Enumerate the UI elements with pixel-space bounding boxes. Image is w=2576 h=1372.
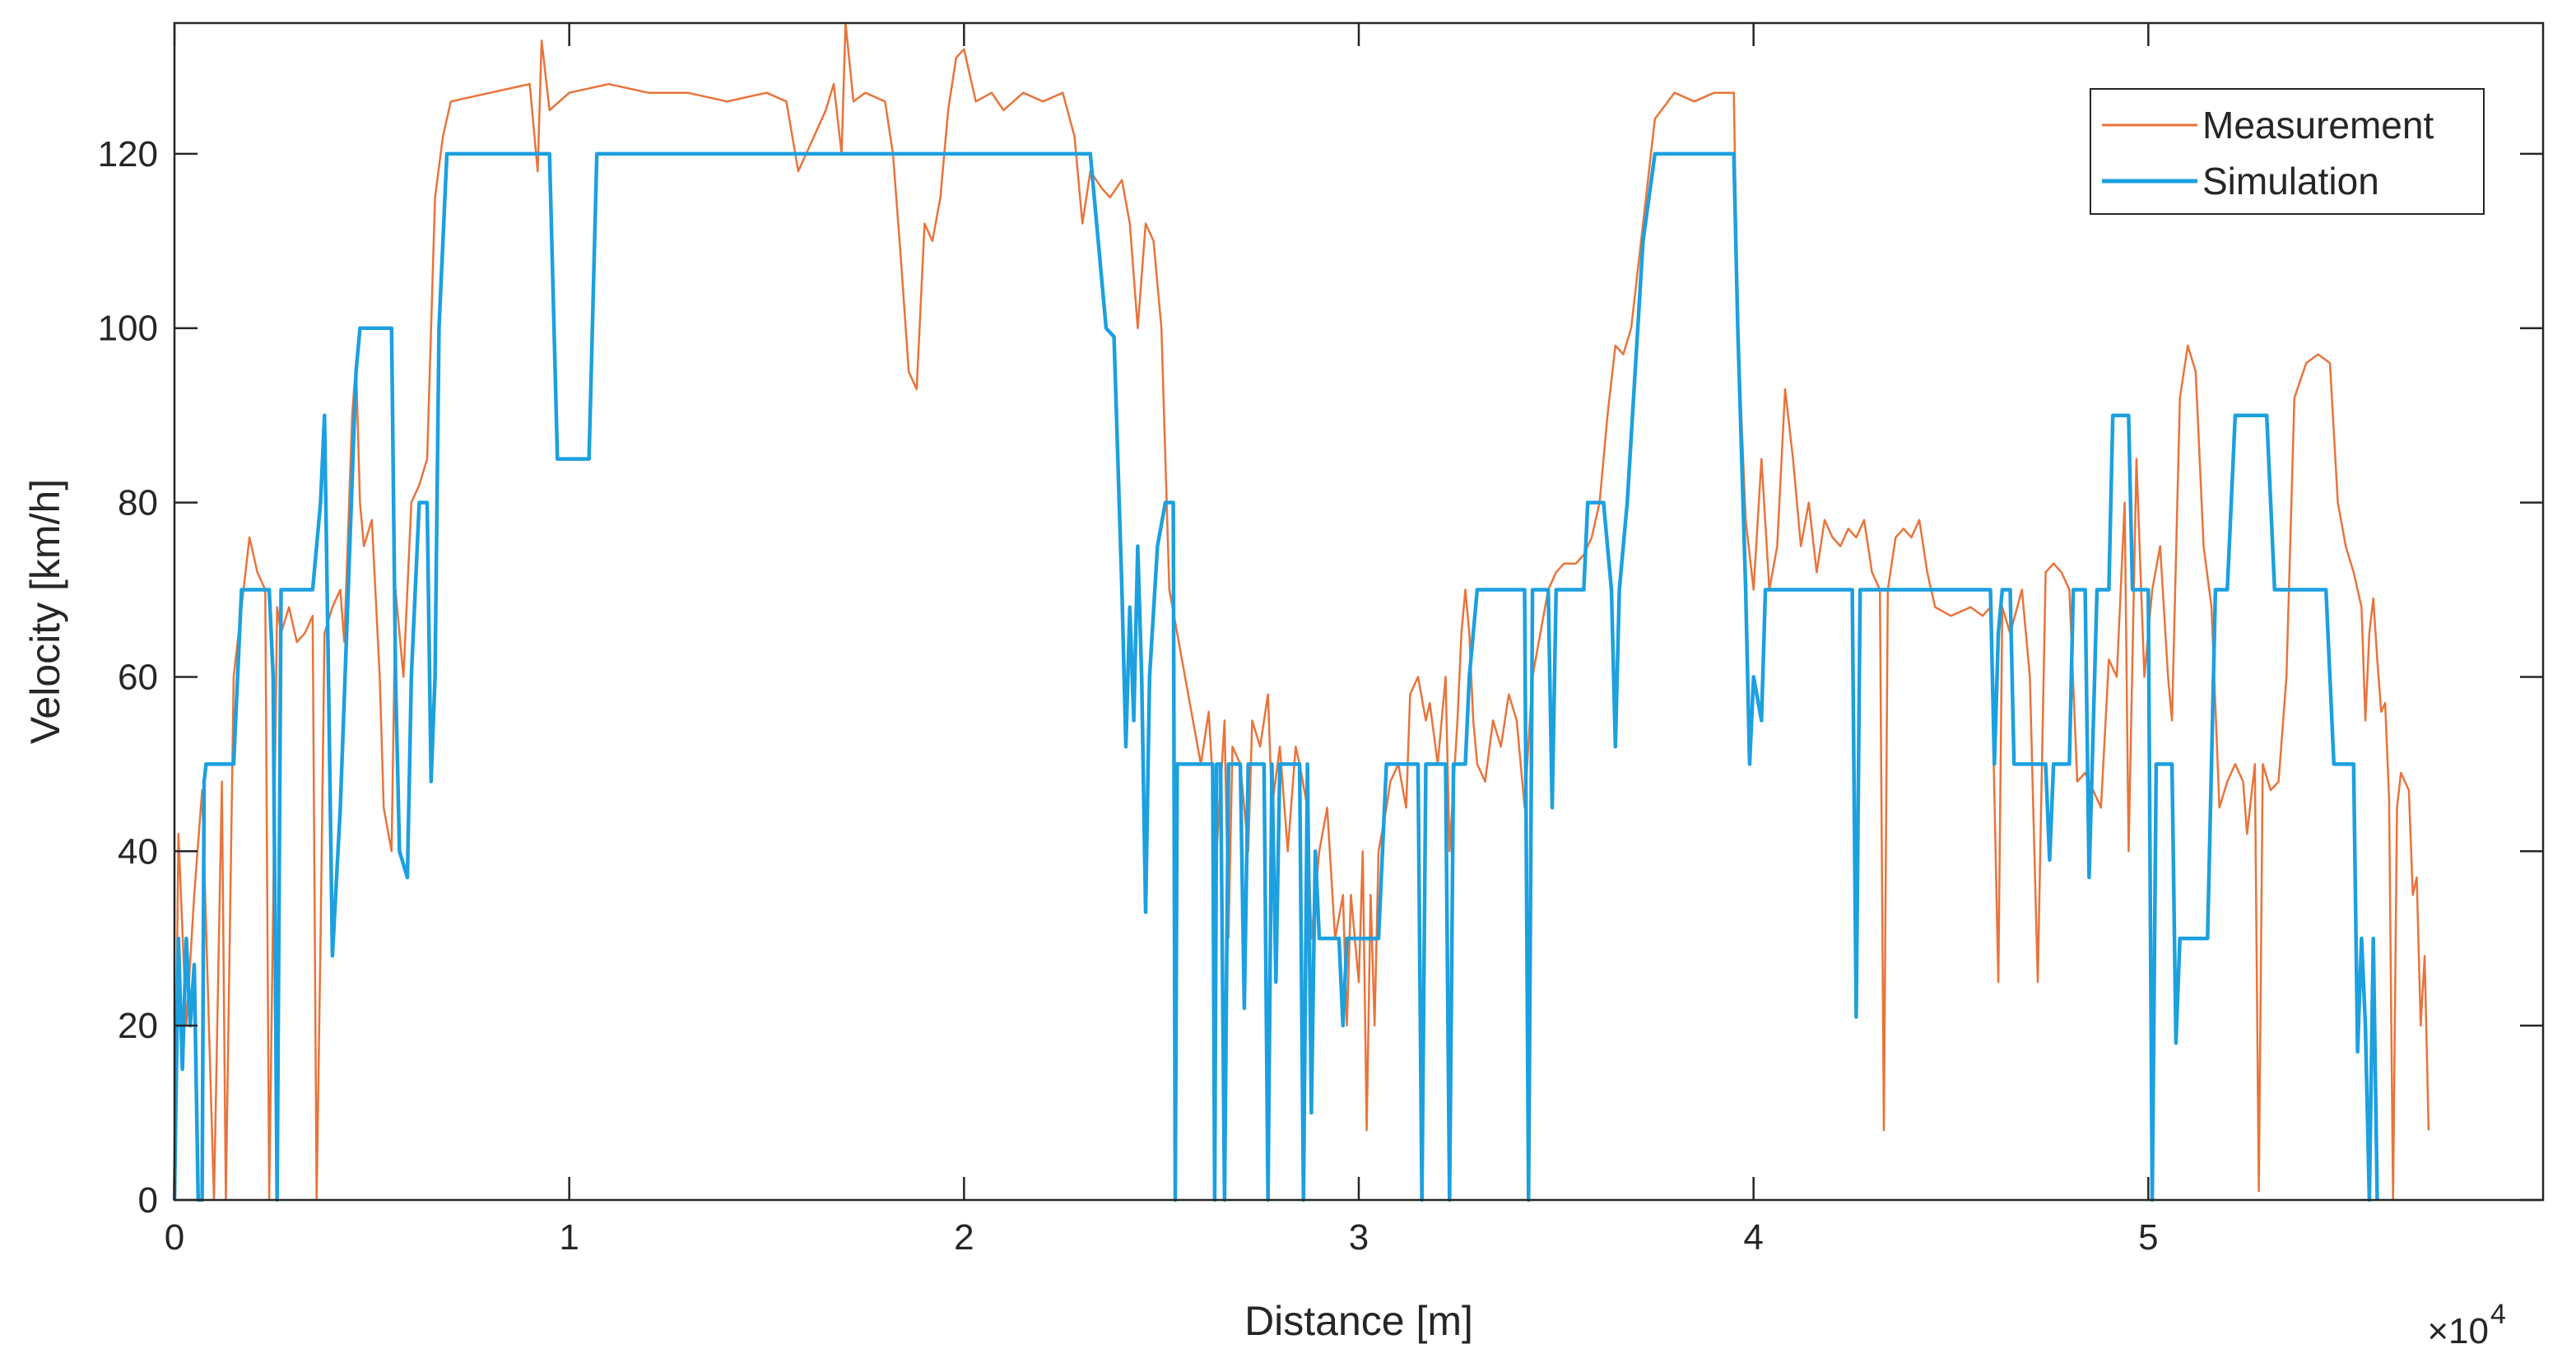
legend-label-measurement: Measurement <box>2202 104 2434 147</box>
x-tick-label: 2 <box>954 1217 974 1258</box>
y-tick-label: 60 <box>118 657 158 697</box>
x-axis-exponent-power: 4 <box>2490 1299 2506 1330</box>
y-tick-label: 80 <box>118 483 158 523</box>
x-tick-label: 1 <box>559 1217 579 1258</box>
legend-box <box>2090 88 2485 215</box>
legend: Measurement Simulation <box>2090 88 2485 215</box>
x-tick-label: 3 <box>1349 1217 1369 1258</box>
y-axis-label: Velocity [km/h] <box>22 479 68 744</box>
series-line-simulation <box>172 151 2379 1202</box>
x-axis-exponent: ×10 4 <box>2427 1299 2506 1351</box>
legend-label-simulation: Simulation <box>2202 160 2379 202</box>
x-tick-label: 0 <box>165 1217 184 1258</box>
x-tick-label: 4 <box>1743 1217 1763 1258</box>
series-layer <box>172 21 2430 1202</box>
y-tick-label: 120 <box>98 134 158 174</box>
x-axis-exponent-base: ×10 <box>2427 1311 2489 1351</box>
axis-ticks: 0 1 2 3 4 5 0 20 40 60 80 100 120 <box>98 23 2543 1258</box>
x-axis-label: Distance [m] <box>1244 1298 1473 1344</box>
y-tick-label: 0 <box>138 1180 158 1221</box>
y-tick-label: 100 <box>98 309 158 349</box>
x-tick-label: 5 <box>2138 1217 2158 1258</box>
y-tick-label: 20 <box>118 1006 158 1046</box>
y-tick-label: 40 <box>118 831 158 872</box>
